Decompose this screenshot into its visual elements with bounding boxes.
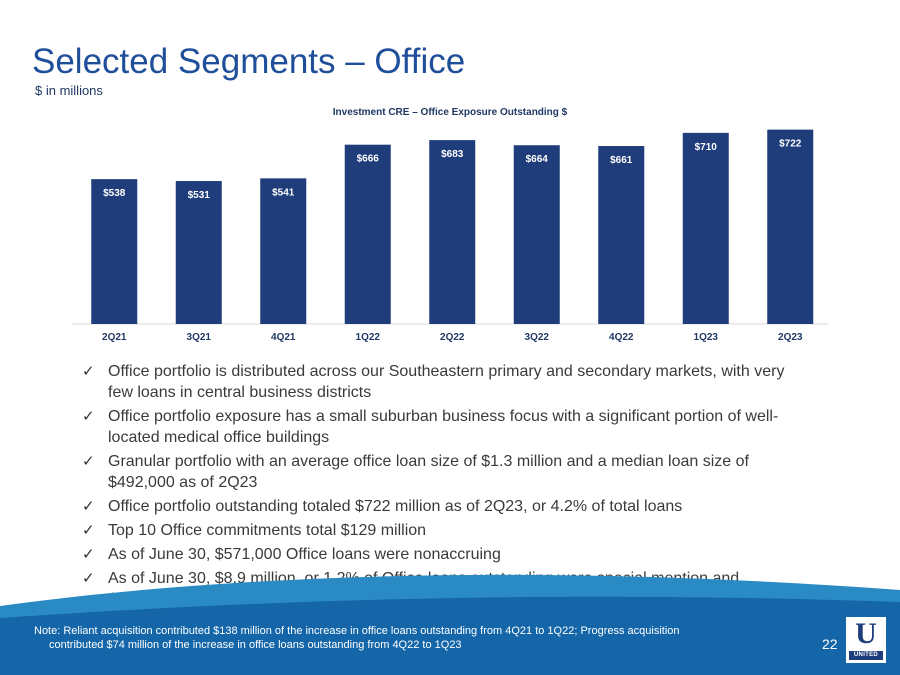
bullet-item: ✓ Granular portfolio with an average offi… [82,451,812,493]
bar-4Q22 [598,146,645,324]
checkmark-icon: ✓ [82,363,95,380]
bar-1Q22 [344,144,391,324]
bullet-text: Top 10 Office commitments total $129 mil… [108,522,427,539]
bullet-text: Office portfolio is distributed across o… [108,363,785,401]
logo-letter: U [855,617,877,650]
bar-4Q21 [260,178,307,324]
wave-dark-shape [0,596,900,675]
data-label: $541 [272,187,295,198]
checkmark-icon: ✓ [82,570,95,587]
chart-title: Investment CRE – Office Exposure Outstan… [333,107,568,118]
footer-wave [0,574,900,675]
checkmark-icon: ✓ [82,522,95,539]
bar-3Q21 [175,181,222,324]
bullet-text: Granular portfolio with an average offic… [108,453,749,491]
footnote: Note: Reliant acquisition contributed $1… [34,624,734,652]
bullet-item: ✓ Office portfolio exposure has a small s… [82,406,812,448]
bullet-item: ✓ Office portfolio outstanding totaled $7… [82,496,812,517]
x-tick-label: 1Q23 [694,332,719,343]
bar-2Q22 [429,140,476,324]
page-title: Selected Segments – Office [32,42,466,81]
bar-3Q22 [513,145,560,324]
footnote-line-1: Note: Reliant acquisition contributed $1… [34,625,680,637]
checkmark-icon: ✓ [82,498,95,515]
bullet-text: Office portfolio outstanding totaled $72… [108,498,683,515]
footnote-line-2: contributed $74 million of the increase … [49,639,462,651]
bullet-item: ✓ As of June 30, $571,000 Office loans we… [82,544,812,565]
x-tick-label: 2Q23 [778,332,803,343]
office-exposure-chart: Investment CRE – Office Exposure Outstan… [72,107,828,343]
data-label: $722 [779,139,802,150]
data-label: $664 [526,154,549,165]
data-label: $531 [188,190,211,201]
bullet-text: As of June 30, $571,000 Office loans wer… [108,546,501,563]
x-tick-label: 4Q21 [271,332,296,343]
data-label: $710 [695,142,718,153]
x-tick-label: 3Q22 [525,332,550,343]
x-tick-label: 4Q22 [609,332,634,343]
logo-text: UNITED [849,651,883,660]
bar-1Q23 [682,132,729,324]
data-label: $683 [441,149,464,160]
bullet-item: ✓ Office portfolio is distributed across … [82,361,812,403]
checkmark-icon: ✓ [82,453,95,470]
bars-group: $538 2Q21 $531 3Q21 $541 4Q21 $666 1Q22 $683 2Q22… [91,129,814,343]
x-tick-label: 3Q21 [187,332,212,343]
data-label: $666 [357,154,380,165]
bullet-item: ✓ Top 10 Office commitments total $129 mi… [82,520,812,541]
x-tick-label: 1Q22 [356,332,381,343]
checkmark-icon: ✓ [82,408,95,425]
page-number: 22 [822,636,838,652]
units-subtitle: $ in millions [35,83,103,98]
bullet-text: Office portfolio exposure has a small su… [108,408,779,446]
bar-2Q23 [767,129,814,324]
data-label: $661 [610,155,633,166]
checkmark-icon: ✓ [82,546,95,563]
united-logo: U UNITED [846,617,886,663]
bar-2Q21 [91,179,138,324]
data-label: $538 [103,188,126,199]
x-tick-label: 2Q22 [440,332,465,343]
x-tick-label: 2Q21 [102,332,127,343]
